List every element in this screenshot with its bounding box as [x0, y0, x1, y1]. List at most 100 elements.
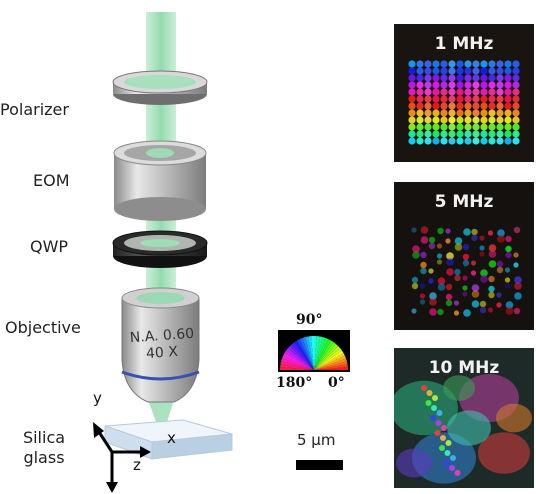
panel-1mhz-dot [440, 102, 448, 110]
panel-5mhz-dot [411, 282, 419, 290]
panel-5mhz-dot [496, 260, 504, 268]
color-wheel-label-90: 90° [296, 312, 323, 328]
panel-5mhz-dot [463, 228, 471, 236]
panel-1mhz-dot [440, 67, 448, 75]
panel-1mhz-dot [472, 67, 480, 75]
color-wheel-sector [314, 343, 339, 370]
panel-1mhz-dot [424, 137, 432, 145]
panel-1mhz-dot [408, 130, 416, 138]
color-wheel-label-180: 180° [276, 375, 313, 391]
panel-1mhz-dot [424, 102, 432, 110]
panel-1mhz: 1 MHz [394, 24, 534, 162]
panel-5mhz-dot [462, 275, 468, 281]
panel-1mhz-dot [504, 60, 512, 68]
color-wheel-sector [302, 337, 314, 370]
panel-5mhz-dot [471, 284, 480, 292]
color-wheel-sector [314, 358, 347, 370]
panel-1mhz-dot [424, 130, 432, 138]
panel-5mhz-dot [445, 283, 453, 291]
panel-5mhz-image [394, 182, 534, 330]
panel-1mhz-dot [504, 116, 512, 124]
panel-1mhz-dot [480, 60, 488, 68]
panel-10mhz-dot [445, 440, 452, 446]
panel-1mhz-dot [472, 88, 480, 96]
panel-1mhz-dot [408, 67, 416, 75]
color-wheel-sector [280, 367, 314, 370]
panel-5mhz-dot [437, 227, 444, 235]
panel-1mhz-dot [480, 95, 488, 103]
panel-10mhz-dot [431, 405, 437, 411]
panel-1mhz-dot [472, 60, 480, 68]
panel-1mhz-dot [464, 95, 472, 103]
panel-10mhz-blob [496, 403, 532, 433]
panel-5mhz-dot [505, 251, 512, 259]
color-wheel-sector [287, 345, 314, 370]
panel-1mhz-dot [496, 123, 504, 131]
objective-lens [121, 287, 200, 403]
panel-1mhz-dot [464, 137, 472, 145]
panel-1mhz-dot [432, 116, 440, 124]
panel-1mhz-dot [496, 67, 504, 75]
panel-5mhz-dot [488, 260, 497, 268]
panel-1mhz-dot [488, 130, 496, 138]
panel-1mhz-dot [424, 123, 432, 131]
panel-5mhz-dot [419, 299, 426, 305]
color-wheel-sector [292, 342, 314, 370]
panel-5mhz-dot [412, 251, 420, 259]
panel-5mhz-dot [428, 278, 434, 284]
panel-10mhz-dot [444, 450, 451, 456]
panel-1mhz-dot [448, 109, 456, 117]
panel-5mhz-dot [419, 293, 426, 299]
panel-5mhz-dot [488, 275, 495, 283]
panel-5mhz-dot [514, 276, 522, 284]
panel-5mhz-dot [471, 300, 480, 308]
color-wheel-sector [282, 355, 314, 370]
color-wheel-sector [311, 336, 314, 370]
panel-1mhz-dot [408, 81, 416, 89]
panel-10mhz-blob [447, 410, 491, 446]
panel-1mhz-dot [416, 60, 424, 68]
panel-1mhz-dot [448, 95, 456, 103]
panel-1mhz-dot [512, 123, 520, 131]
panel-1mhz-dot [408, 123, 416, 131]
panel-5mhz-dot [419, 283, 426, 289]
axis-label-y: y [93, 389, 102, 407]
panel-1mhz-dot [464, 88, 472, 96]
panel-1mhz-dot [496, 116, 504, 124]
panel-1mhz-dot [464, 67, 472, 75]
panel-5mhz-dot [487, 230, 494, 236]
panel-5mhz-dot [496, 302, 502, 308]
panel-1mhz-dot [408, 137, 416, 145]
panel-1mhz-dot [512, 95, 520, 103]
panel-5mhz-dot [420, 261, 427, 269]
panel-1mhz-image [394, 24, 534, 162]
panel-1mhz-dot [480, 109, 488, 117]
panel-1mhz-dot [480, 67, 488, 75]
panel-1mhz-dot [432, 102, 440, 110]
panel-1mhz-dot [496, 109, 504, 117]
panel-1mhz-dot [504, 123, 512, 131]
panel-5mhz-dot [420, 267, 427, 275]
panel-1mhz-dot [512, 130, 520, 138]
panel-5mhz-dot [504, 267, 511, 273]
panel-5mhz-dot [436, 253, 443, 259]
panel-5mhz-dot [496, 292, 502, 298]
panel-1mhz-dot [480, 130, 488, 138]
panel-5mhz-dot [462, 253, 470, 261]
panel-1mhz-dot [496, 81, 504, 89]
panel-1mhz-dot [512, 116, 520, 124]
panel-10mhz-blob [394, 380, 458, 436]
panel-1mhz-dot [456, 74, 464, 82]
panel-5mhz-dot [446, 258, 454, 266]
panel-1mhz-dot [424, 116, 432, 124]
panel-1mhz-dot [424, 67, 432, 75]
panel-5mhz-dot [497, 235, 505, 243]
focused-beam-cone [148, 400, 174, 438]
panel-1mhz-dot [464, 123, 472, 131]
panel-5mhz-dot [462, 243, 470, 251]
panel-1mhz-dot [472, 137, 480, 145]
panel-5mhz: 5 MHz [394, 182, 534, 330]
color-wheel-sector [314, 348, 342, 370]
panel-1mhz-dot [456, 130, 464, 138]
panel-5mhz-dot [454, 268, 461, 276]
